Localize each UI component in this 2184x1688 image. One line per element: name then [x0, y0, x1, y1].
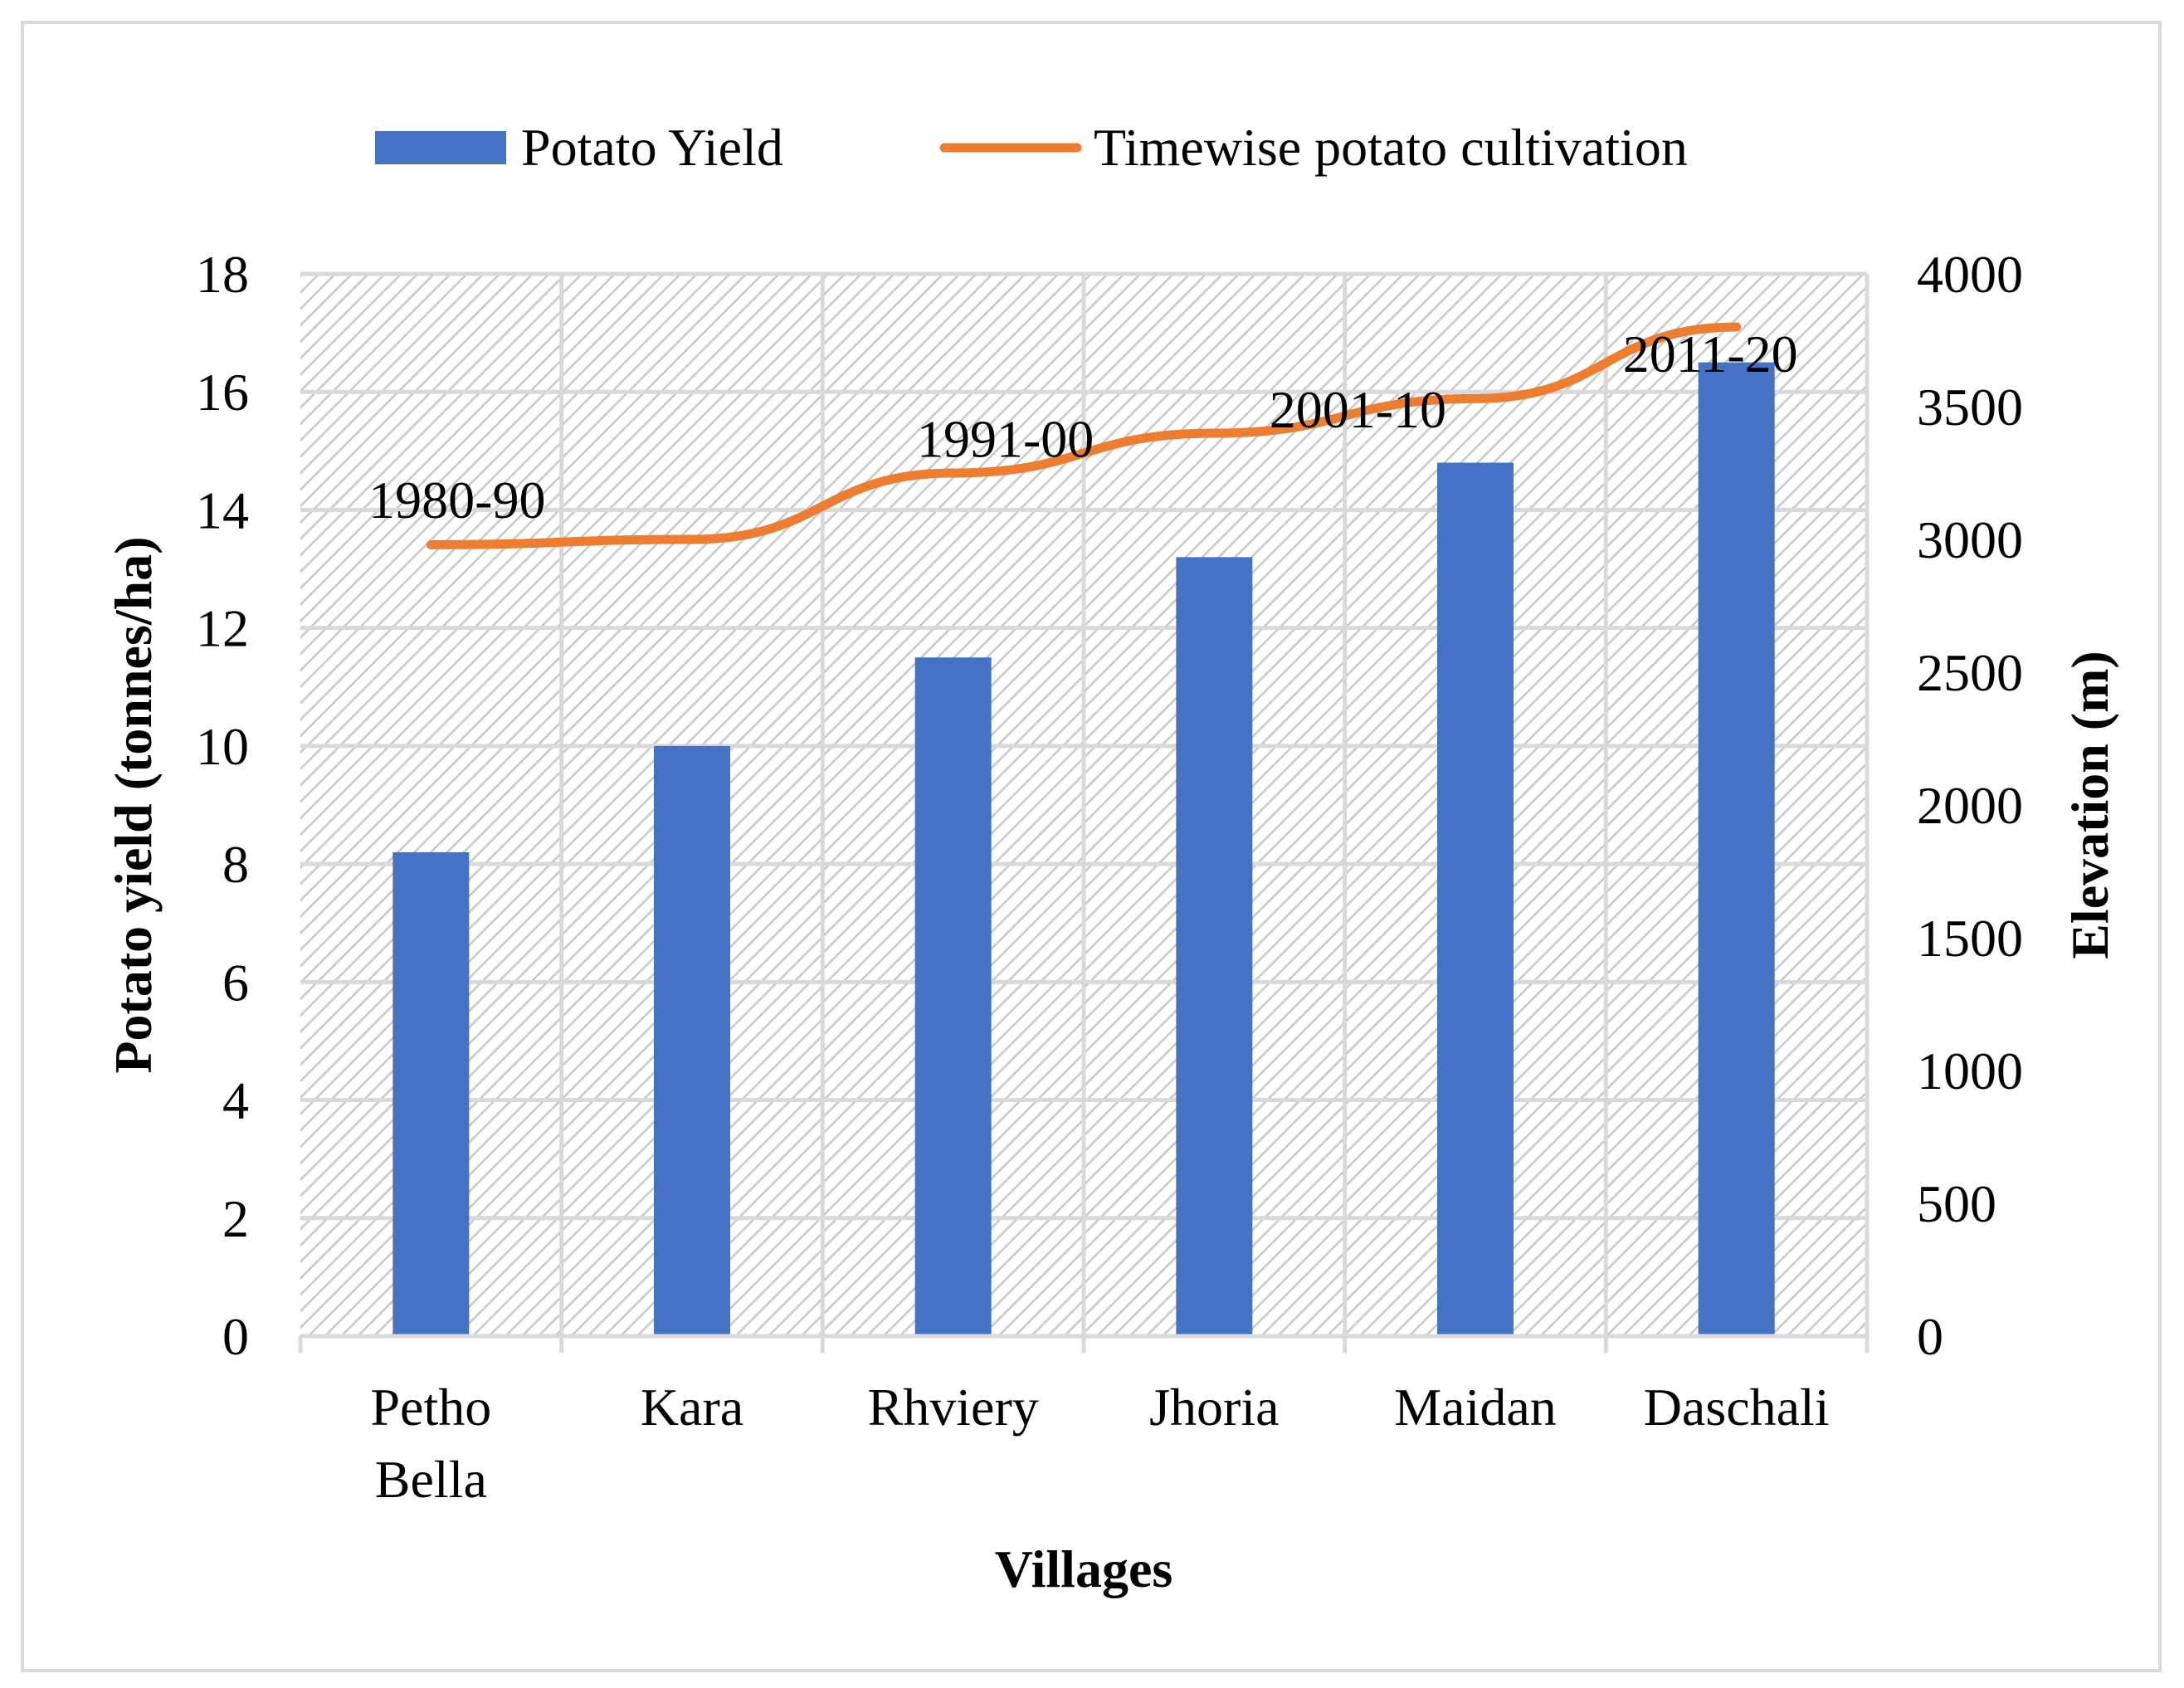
- line-series: [426, 322, 1742, 549]
- y-left-tick-label: 10: [196, 717, 249, 776]
- y-left-tick-label: 6: [222, 953, 249, 1012]
- x-tick-label: Bella: [375, 1450, 487, 1509]
- gridlines: [300, 271, 1870, 1336]
- legend-label-timewise-potato-cultivation: Timewise potato cultivation: [1094, 118, 1688, 177]
- bar-potato-yield: [1176, 557, 1253, 1336]
- x-tick-label: Maidan: [1394, 1378, 1557, 1437]
- axes: [298, 1334, 1870, 1353]
- y-left-axis-title: Potato yield (tonnes/ha): [104, 536, 163, 1073]
- y-right-tick-label: 0: [1917, 1307, 1943, 1366]
- annotations: 1980-90 1991-00 2001-10 2011-20: [368, 324, 1798, 529]
- bar-potato-yield: [1698, 362, 1775, 1337]
- bar-potato-yield: [914, 657, 992, 1336]
- x-tick-label: Jhoria: [1149, 1378, 1279, 1437]
- x-tick-label: Kara: [641, 1378, 743, 1437]
- y-right-tick-label: 3500: [1917, 378, 2023, 437]
- x-tick-label: Rhviery: [868, 1378, 1039, 1437]
- y-left-tick-label: 12: [196, 599, 249, 658]
- y-right-tick-label: 4000: [1917, 245, 2023, 304]
- y-right-tick-label: 2000: [1917, 776, 2023, 835]
- y-right-tick-label: 1000: [1917, 1042, 2023, 1100]
- y-left-tick-label: 2: [222, 1189, 249, 1248]
- period-annotation: 2001-10: [1270, 380, 1446, 439]
- bar-potato-yield: [1437, 462, 1514, 1336]
- y-right-tick-label: 2500: [1917, 643, 2023, 702]
- y-left-tick-label: 18: [196, 245, 249, 304]
- x-tick-label: Daschali: [1644, 1378, 1830, 1437]
- period-annotation: 1991-00: [917, 409, 1094, 468]
- bar-series: [392, 362, 1775, 1337]
- legend: Potato Yield Timewise potato cultivation: [375, 118, 1688, 177]
- x-axis-title: Villages: [995, 1539, 1173, 1598]
- x-tick-label: Petho: [370, 1378, 491, 1437]
- y-right-tick-label: 3000: [1917, 510, 2023, 569]
- period-annotation: 1980-90: [368, 471, 545, 529]
- legend-swatch-potato-yield: [375, 131, 506, 164]
- y-left-tick-label: 4: [222, 1071, 249, 1130]
- axis-labels: 0 2 4 6 8 10 12 14 16 18 0 500 1000 1500 2000 2500 3000 3…: [104, 245, 2119, 1598]
- line-timewise-potato-cultivation: [426, 322, 1742, 549]
- legend-label-potato-yield: Potato Yield: [521, 118, 783, 177]
- y-left-tick-label: 14: [196, 481, 249, 539]
- y-right-tick-label: 500: [1917, 1174, 1996, 1233]
- y-left-tick-label: 8: [222, 835, 249, 894]
- bar-potato-yield: [392, 851, 470, 1336]
- period-annotation: 2011-20: [1623, 324, 1798, 383]
- y-left-tick-label: 16: [196, 363, 249, 422]
- bar-potato-yield: [654, 745, 730, 1336]
- y-left-tick-label: 0: [222, 1307, 249, 1366]
- y-right-axis-title: Elevation (m): [2060, 651, 2119, 959]
- y-right-tick-label: 1500: [1917, 909, 2023, 968]
